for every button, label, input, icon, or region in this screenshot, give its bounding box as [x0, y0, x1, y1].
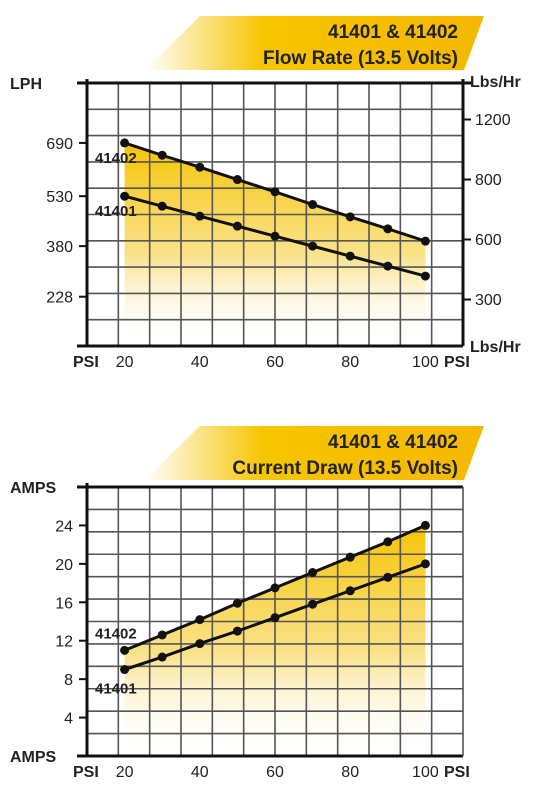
data-point: [270, 613, 280, 623]
data-point: [420, 271, 430, 281]
data-point: [270, 583, 280, 593]
x-axis-left-label: PSI: [73, 354, 99, 371]
x-axis-tick-label: 100: [412, 354, 439, 371]
data-point: [232, 626, 242, 636]
right-axis-tick-label: 800: [475, 172, 502, 189]
x-axis-tick-label: 100: [412, 764, 439, 781]
data-point: [232, 598, 242, 608]
data-point: [195, 615, 205, 625]
data-point: [232, 221, 242, 231]
data-point: [195, 162, 205, 172]
data-point: [345, 212, 355, 222]
title-banner: [145, 16, 484, 70]
x-axis-tick-label: 60: [266, 764, 284, 781]
banner-line-1: 41401 & 41402: [328, 432, 458, 453]
data-point: [345, 552, 355, 562]
data-point: [157, 150, 167, 160]
data-point: [120, 645, 130, 655]
data-point: [308, 599, 318, 609]
left-axis-tick-label: 24: [55, 518, 73, 535]
data-point: [420, 520, 430, 530]
data-point: [345, 251, 355, 261]
data-point: [120, 191, 130, 201]
data-point: [308, 568, 318, 578]
left-axis-tick-label: 690: [46, 136, 73, 153]
x-axis-tick-label: 40: [191, 354, 209, 371]
x-axis-left-label: PSI: [73, 764, 99, 781]
current-draw-chart: 41401 & 41402 Current Draw (13.5 Volts) 24…: [10, 426, 484, 781]
left-axis-tick-label: 8: [64, 672, 73, 689]
data-point: [383, 537, 393, 547]
data-point: [383, 224, 393, 234]
left-axis-tick-label: 228: [46, 290, 73, 307]
left-axis-tick-label: 380: [46, 239, 73, 256]
right-axis-bottom-label: Lbs/Hr: [470, 339, 521, 356]
data-point: [270, 231, 280, 241]
data-point: [345, 586, 355, 596]
left-axis-tick-label: 4: [64, 711, 73, 728]
left-axis-tick-label: 530: [46, 189, 73, 206]
x-axis-right-label: PSI: [444, 354, 470, 371]
data-point: [270, 187, 280, 197]
x-axis-tick-label: 80: [341, 354, 359, 371]
data-point: [157, 201, 167, 211]
series-label: 41401: [95, 681, 137, 698]
x-axis-tick-label: 80: [341, 764, 359, 781]
x-axis-tick-label: 60: [266, 354, 284, 371]
series-label: 41402: [95, 625, 137, 642]
data-point: [383, 572, 393, 582]
data-point: [195, 211, 205, 221]
flow-rate-chart: 41401 & 41402 Flow Rate (13.5 Volts) 690 53…: [10, 16, 521, 371]
x-axis-right-label: PSI: [444, 764, 470, 781]
data-point: [383, 261, 393, 271]
right-axis-top-label: Lbs/Hr: [470, 74, 521, 91]
left-axis-top-label: LPH: [10, 76, 42, 93]
x-axis-tick-label: 20: [116, 354, 134, 371]
data-point: [420, 236, 430, 246]
x-axis-tick-label: 20: [116, 764, 134, 781]
data-point: [308, 241, 318, 251]
data-point: [308, 200, 318, 210]
data-point: [232, 175, 242, 185]
left-axis-top-label: AMPS: [10, 480, 57, 497]
data-point: [420, 559, 430, 569]
data-point: [195, 639, 205, 649]
data-point: [120, 665, 130, 675]
right-axis-tick-label: 600: [475, 232, 502, 249]
left-axis-bottom-label: AMPS: [10, 749, 57, 766]
chart-title: Current Draw (13.5 Volts): [232, 458, 458, 479]
right-axis-tick-label: 1200: [475, 112, 511, 129]
data-point: [157, 630, 167, 640]
left-axis-tick-label: 16: [55, 595, 73, 612]
banner-line-1: 41401 & 41402: [328, 22, 458, 43]
title-banner: [145, 426, 484, 480]
series-label: 41401: [95, 203, 137, 220]
left-axis-tick-label: 20: [55, 557, 73, 574]
series-label: 41402: [95, 150, 137, 167]
data-point: [120, 138, 130, 148]
x-axis-tick-label: 40: [191, 764, 209, 781]
data-point: [157, 652, 167, 662]
chart-title: Flow Rate (13.5 Volts): [263, 48, 458, 69]
right-axis-tick-label: 300: [475, 292, 502, 309]
left-axis-tick-label: 12: [55, 634, 73, 651]
